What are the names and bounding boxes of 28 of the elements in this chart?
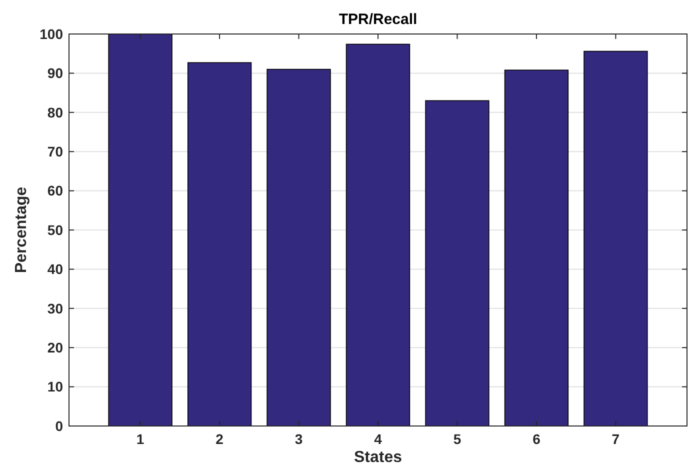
y-tick-label: 10 <box>47 378 64 395</box>
y-tick-label: 20 <box>47 340 64 356</box>
bar <box>346 44 410 426</box>
y-tick-label: 100 <box>40 26 64 42</box>
bar <box>266 68 331 426</box>
x-axis-title: States <box>354 449 402 466</box>
x-tick-label: 7 <box>612 431 620 447</box>
y-tick-label: 80 <box>47 104 64 120</box>
bar <box>504 70 569 426</box>
x-tick-label: 6 <box>532 431 541 447</box>
bar <box>108 34 172 426</box>
bar <box>425 100 490 426</box>
y-tick-label: 50 <box>47 222 64 238</box>
y-axis-title: Percentage <box>13 186 30 274</box>
y-tick-label: 90 <box>47 65 64 82</box>
x-tick-label: 2 <box>216 431 224 447</box>
x-tick-label: 1 <box>136 431 144 447</box>
bar <box>187 62 252 426</box>
x-tick-label: 3 <box>294 431 303 447</box>
x-tick-label: 4 <box>374 431 382 447</box>
y-tick-label: 60 <box>47 182 64 199</box>
y-tick-label: 0 <box>55 418 64 434</box>
y-tick-label: 70 <box>47 144 64 160</box>
chart-title: TPR/Recall <box>338 11 418 28</box>
bar <box>584 50 648 426</box>
y-tick-label: 40 <box>47 261 64 278</box>
y-tick-label: 30 <box>47 300 64 316</box>
x-tick-label: 5 <box>453 431 462 447</box>
